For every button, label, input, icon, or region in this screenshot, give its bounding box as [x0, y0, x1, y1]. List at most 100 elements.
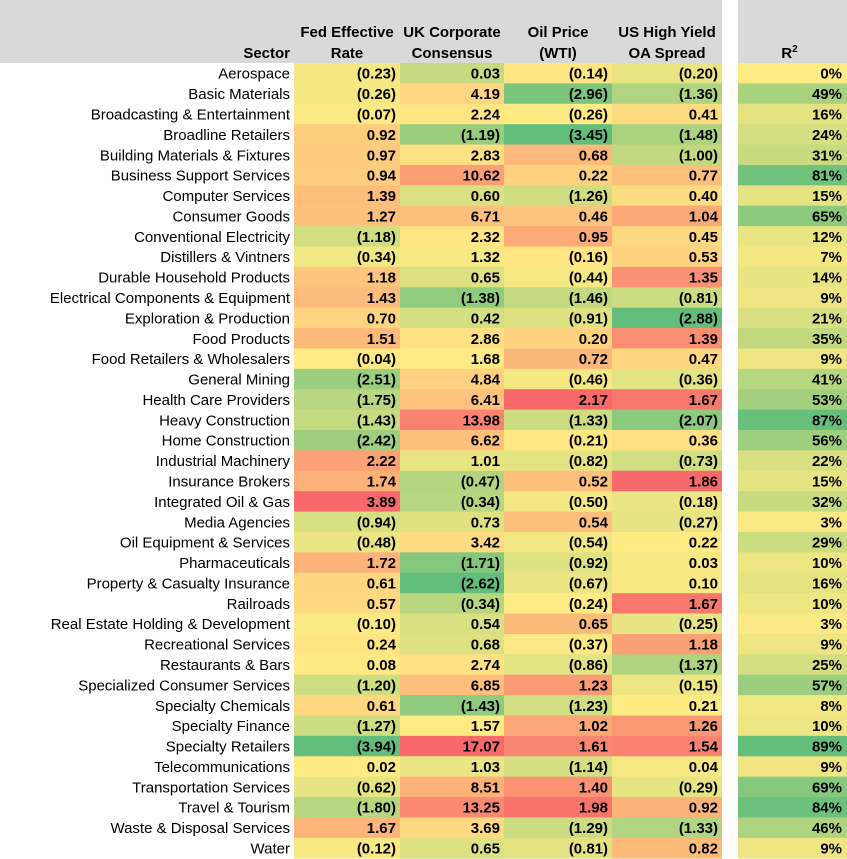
heatmap-cell [400, 450, 504, 472]
r2-cell [738, 348, 847, 370]
cell-value: 3.89 [367, 494, 396, 511]
heatmap-cell [612, 593, 722, 614]
cell-value: (0.44) [569, 270, 608, 287]
row-label: Basic Materials [188, 86, 290, 103]
cell-value: (0.23) [357, 66, 396, 83]
cell-value: (0.50) [569, 494, 608, 511]
heatmap-cell [400, 593, 504, 614]
r2-cell [738, 552, 847, 574]
heatmap-cell [294, 103, 400, 125]
cell-value: 1.61 [579, 739, 608, 756]
heatmap-cell [294, 368, 400, 390]
cell-value: (2.88) [679, 310, 718, 327]
cell-value: 0.36 [689, 433, 718, 450]
cell-value: (0.34) [461, 596, 500, 613]
cell-value: 0.72 [579, 351, 608, 368]
cell-value: 1.98 [579, 800, 608, 817]
heatmap-cell [612, 654, 722, 676]
row-label: Recreational Services [144, 637, 290, 654]
cell-value: 0.61 [367, 698, 396, 715]
heatmap-cell [400, 287, 504, 309]
cell-value: (0.37) [569, 637, 608, 654]
heatmap-cell [612, 552, 722, 574]
r2-cell [738, 797, 847, 818]
cell-value: 1.18 [689, 637, 718, 654]
cell-value: 1.23 [579, 677, 608, 694]
r2-value: 81% [812, 168, 842, 185]
heatmap-cell [504, 226, 612, 247]
heatmap-cell [504, 124, 612, 145]
row-label: Insurance Brokers [168, 473, 290, 490]
row-label: Electrical Components & Equipment [50, 290, 291, 307]
row-label: Real Estate Holding & Development [51, 616, 291, 633]
r2-value: 16% [812, 575, 842, 592]
heatmap-cell [612, 756, 722, 778]
r2-cell [738, 389, 847, 411]
cell-value: 0.70 [367, 310, 396, 327]
cell-value: 6.41 [471, 392, 500, 409]
heatmap-cell [504, 287, 612, 309]
r2-cell [738, 246, 847, 268]
heatmap-cell [504, 552, 612, 574]
row-label: Railroads [227, 596, 290, 613]
heatmap-cell [294, 226, 400, 247]
r2-cell [738, 266, 847, 288]
heatmap-cell [400, 735, 504, 757]
heatmap-cell [294, 185, 400, 207]
heatmap-cell [294, 613, 400, 635]
r2-value: 8% [820, 698, 842, 715]
row-label: Industrial Machinery [156, 453, 291, 470]
heatmap-cell [294, 531, 400, 553]
heatmap-cell [504, 83, 612, 105]
heatmap-cell [612, 164, 722, 186]
cell-value: (0.29) [679, 779, 718, 796]
r2-cell [738, 164, 847, 186]
cell-value: 1.39 [689, 331, 718, 348]
heatmap-cell [612, 531, 722, 553]
heatmap-cell [400, 837, 504, 859]
heatmap-cell [612, 348, 722, 370]
heatmap-cell [294, 450, 400, 472]
r2-value: 14% [812, 270, 842, 287]
cell-value: (1.80) [357, 800, 396, 817]
heatmap-cell [400, 572, 504, 594]
cell-value: (0.18) [679, 494, 718, 511]
row-label: Conventional Electricity [134, 229, 290, 246]
heatmap-cell [294, 348, 400, 370]
heatmap-cell [400, 654, 504, 676]
cell-value: 0.46 [579, 208, 608, 225]
r2-value: 41% [812, 372, 842, 389]
heatmap-cell [400, 63, 504, 84]
cell-value: 6.71 [471, 208, 500, 225]
row-label: Durable Household Products [98, 270, 290, 287]
row-label: Telecommunications [154, 759, 290, 776]
row-label: Oil Equipment & Services [120, 535, 290, 552]
r2-value: 9% [820, 351, 842, 368]
cell-value: (3.45) [569, 127, 608, 144]
heatmap-cell [612, 185, 722, 207]
column-header-1-line-2: Rate [331, 45, 364, 62]
r2-cell [738, 470, 847, 492]
heatmap-cell [612, 103, 722, 125]
heatmap-cell [504, 511, 612, 533]
heatmap-cell [504, 572, 612, 594]
r2-cell [738, 185, 847, 207]
cell-value: 0.97 [367, 147, 396, 164]
heatmap-cell [400, 613, 504, 635]
cell-value: (1.14) [569, 759, 608, 776]
cell-value: 1.01 [471, 453, 500, 470]
r2-cell [738, 430, 847, 451]
heatmap-cell [504, 266, 612, 288]
column-header-1-line-1: Fed Effective [300, 24, 393, 41]
cell-value: 0.68 [579, 147, 608, 164]
row-label: Property & Casualty Insurance [87, 575, 290, 592]
cell-value: 0.41 [689, 106, 718, 123]
r2-value: 89% [812, 739, 842, 756]
heatmap-cell [504, 328, 612, 349]
cell-value: 0.08 [367, 657, 396, 674]
cell-value: 1.35 [689, 270, 718, 287]
heatmap-cell [294, 756, 400, 778]
heatmap-cell [294, 389, 400, 411]
row-label: Distillers & Vintners [160, 249, 290, 266]
r2-value: 7% [820, 249, 842, 266]
